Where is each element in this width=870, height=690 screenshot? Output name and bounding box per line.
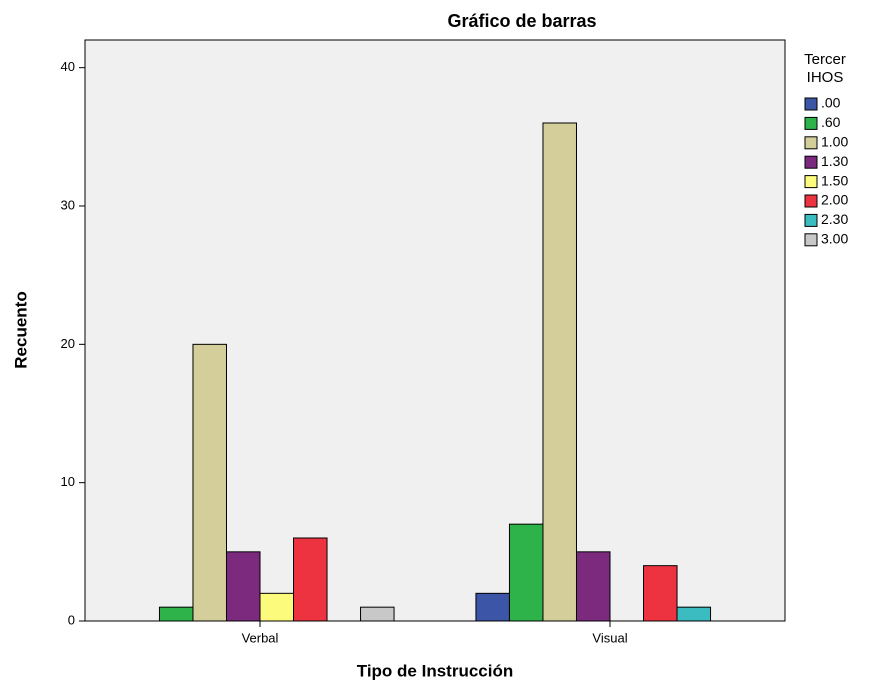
x-axis-label: Tipo de Instrucción <box>357 661 513 680</box>
bar <box>192 343 227 622</box>
bar <box>575 551 611 622</box>
legend-swatch <box>804 194 818 208</box>
legend-label: 1.00 <box>821 134 848 150</box>
legend-label: 3.00 <box>821 231 848 247</box>
bar <box>643 565 678 622</box>
legend-label: .60 <box>821 114 841 130</box>
bar <box>293 537 328 622</box>
y-tick-label: 0 <box>68 612 75 627</box>
legend-swatch <box>804 213 818 227</box>
legend-swatch <box>804 175 818 189</box>
legend-swatch <box>804 233 818 247</box>
legend-swatch <box>804 155 818 169</box>
x-tick-label: Verbal <box>242 630 279 645</box>
bar <box>508 523 544 622</box>
y-tick-label: 10 <box>61 474 75 489</box>
y-tick-label: 30 <box>61 197 75 212</box>
legend-swatch <box>804 97 818 111</box>
y-tick-label: 40 <box>61 59 75 74</box>
legend-title: IHOS <box>807 69 844 86</box>
bar <box>475 592 510 622</box>
plot-area <box>84 39 786 622</box>
legend-swatch <box>804 136 818 150</box>
bar <box>676 606 712 622</box>
chart-title: Gráfico de barras <box>447 11 596 31</box>
legend-label: 2.30 <box>821 211 848 227</box>
y-tick-label: 20 <box>61 336 75 351</box>
bar <box>542 122 577 622</box>
legend-swatch <box>804 116 818 130</box>
bar <box>360 606 395 622</box>
legend-label: 1.50 <box>821 172 848 188</box>
x-tick-label: Visual <box>592 630 627 645</box>
legend-title: Tercer <box>804 51 846 68</box>
legend-label: 1.30 <box>821 153 848 169</box>
legend-label: 2.00 <box>821 192 848 208</box>
y-axis-label: Recuento <box>11 291 30 368</box>
legend-label: .00 <box>821 95 841 111</box>
bar <box>158 606 194 622</box>
bar <box>225 551 261 622</box>
bar <box>259 592 295 622</box>
